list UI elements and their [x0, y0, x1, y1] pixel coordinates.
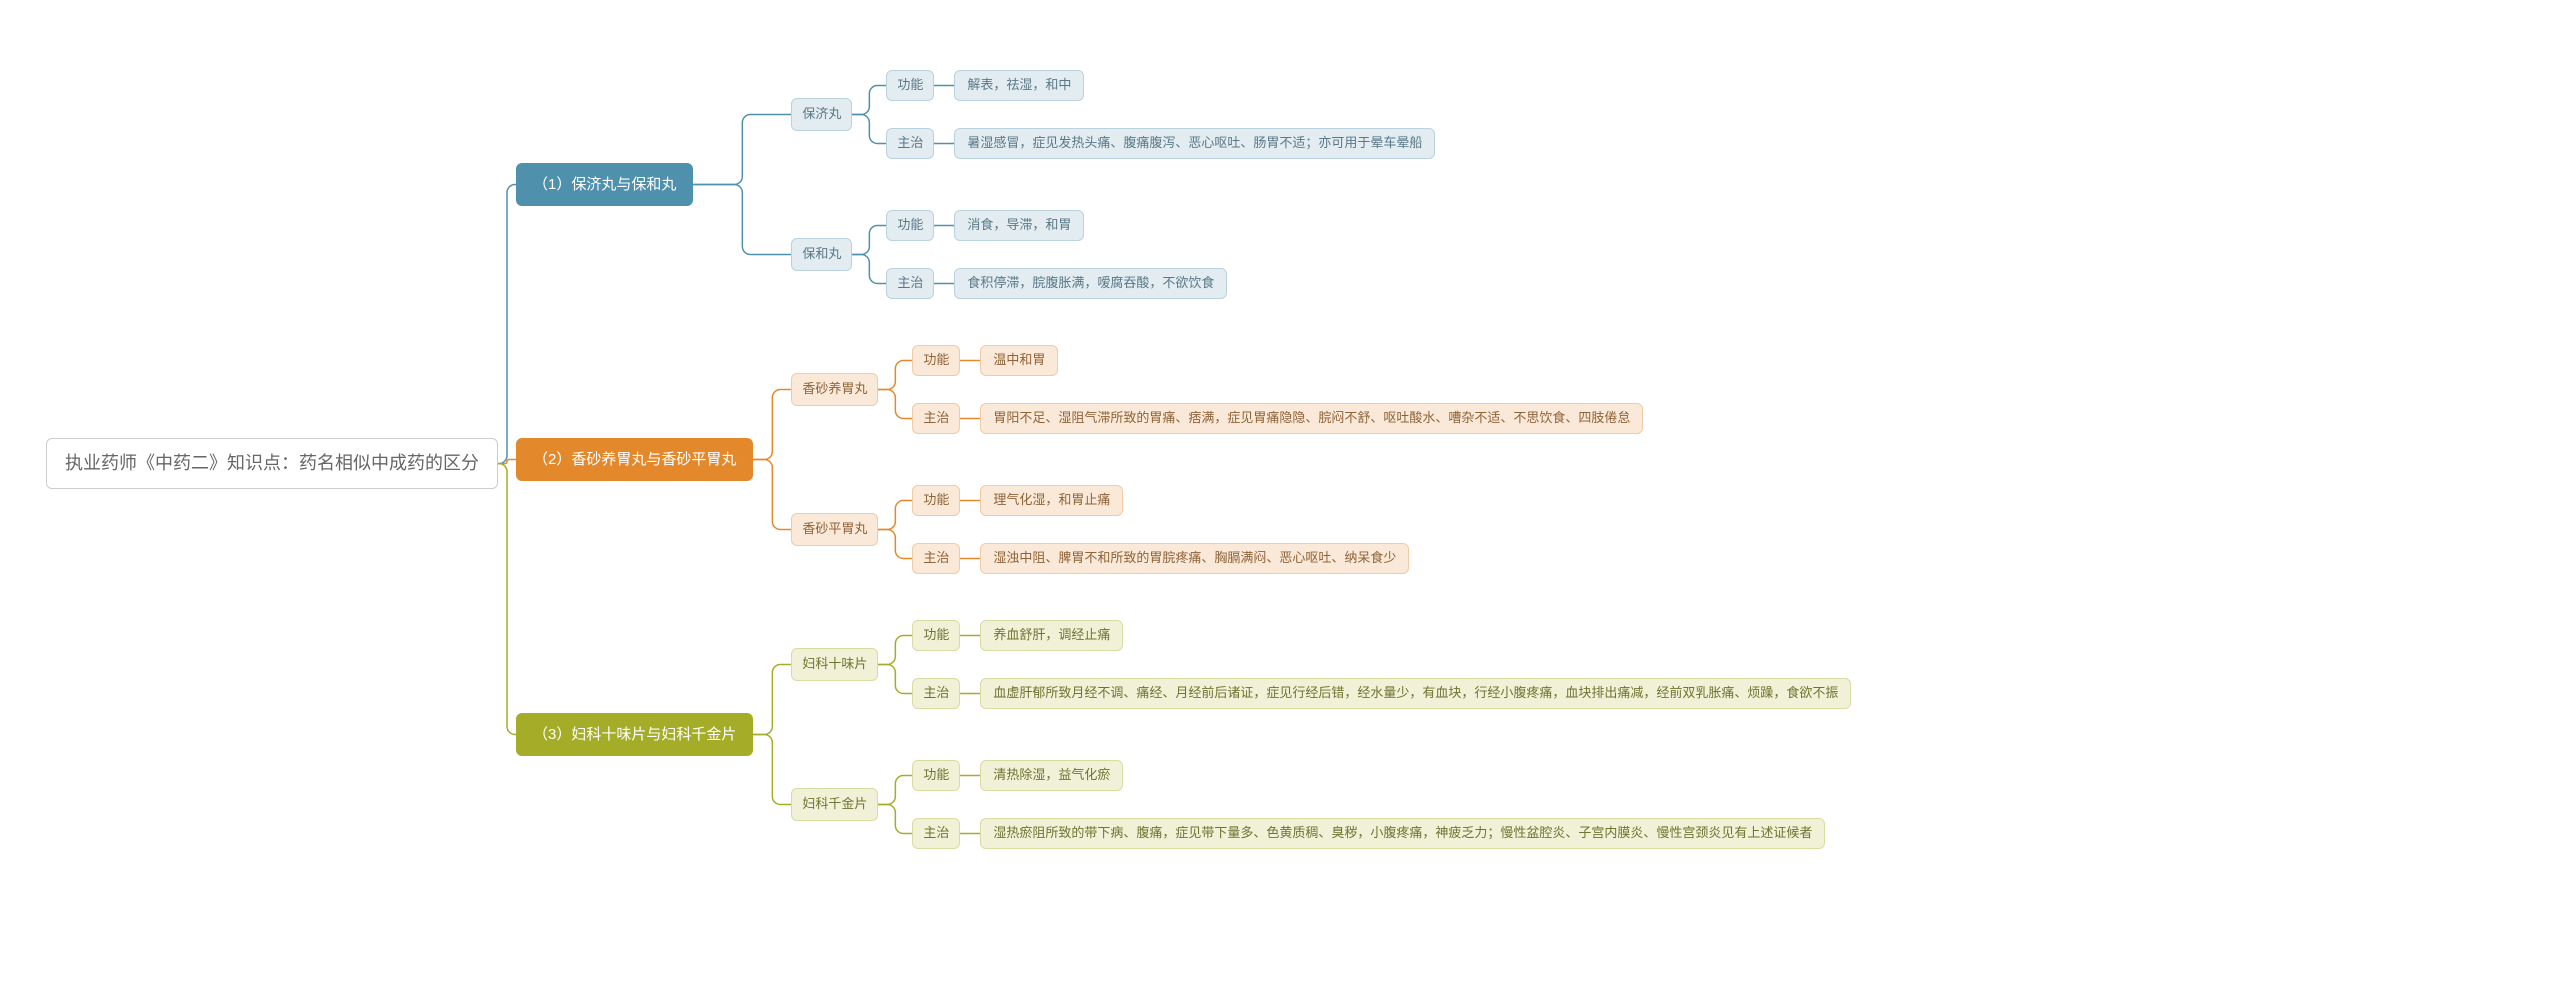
attr-key-g3-1-0: 功能 — [912, 760, 960, 790]
connector — [878, 636, 912, 665]
connector — [878, 776, 912, 805]
connector — [852, 86, 886, 115]
attr-key-g2-1-0: 功能 — [912, 485, 960, 515]
attr-val-g2-1-0: 理气化湿，和胃止痛 — [980, 485, 1123, 515]
attr-key-g1-1-0: 功能 — [886, 210, 934, 240]
connector — [852, 226, 886, 255]
attr-key-g2-0-1: 主治 — [912, 403, 960, 433]
connector — [852, 115, 886, 144]
connector — [693, 115, 791, 185]
connector — [498, 464, 516, 735]
attr-key-g1-0-0: 功能 — [886, 70, 934, 100]
attr-key-g3-1-1: 主治 — [912, 818, 960, 848]
branch-g1[interactable]: （1）保济丸与保和丸 — [516, 163, 693, 206]
attr-val-g2-0-0: 温中和胃 — [980, 345, 1058, 375]
attr-val-g2-1-1: 湿浊中阻、脾胃不和所致的胃脘疼痛、胸膈满闷、恶心呕吐、纳呆食少 — [980, 543, 1409, 573]
connector — [753, 460, 791, 530]
attr-key-g3-0-0: 功能 — [912, 620, 960, 650]
drug-g3-0[interactable]: 妇科十味片 — [791, 648, 878, 680]
connector — [878, 361, 912, 390]
connector — [753, 735, 791, 805]
attr-key-g2-1-1: 主治 — [912, 543, 960, 573]
attr-val-g1-0-0: 解表，祛湿，和中 — [954, 70, 1084, 100]
connector — [693, 185, 791, 255]
attr-val-g3-0-0: 养血舒肝，调经止痛 — [980, 620, 1123, 650]
attr-val-g1-1-0: 消食，导滞，和胃 — [954, 210, 1084, 240]
connector — [852, 255, 886, 284]
connector — [878, 530, 912, 559]
attr-val-g3-1-0: 清热除湿，益气化瘀 — [980, 760, 1123, 790]
connector — [498, 460, 516, 464]
connector — [878, 501, 912, 530]
connector — [878, 665, 912, 694]
connector — [878, 390, 912, 419]
attr-key-g2-0-0: 功能 — [912, 345, 960, 375]
drug-g3-1[interactable]: 妇科千金片 — [791, 788, 878, 820]
drug-g2-0[interactable]: 香砂养胃丸 — [791, 373, 878, 405]
attr-val-g1-1-1: 食积停滞，脘腹胀满，嗳腐吞酸，不欲饮食 — [954, 268, 1227, 298]
attr-val-g2-0-1: 胃阳不足、湿阻气滞所致的胃痛、痞满，症见胃痛隐隐、脘闷不舒、呕吐酸水、嘈杂不适、… — [980, 403, 1643, 433]
attr-key-g3-0-1: 主治 — [912, 678, 960, 708]
attr-key-g1-1-1: 主治 — [886, 268, 934, 298]
root-node[interactable]: 执业药师《中药二》知识点：药名相似中成药的区分 — [46, 438, 498, 489]
drug-g2-1[interactable]: 香砂平胃丸 — [791, 513, 878, 545]
connector — [753, 665, 791, 735]
drug-g1-0[interactable]: 保济丸 — [791, 98, 852, 130]
attr-val-g3-0-1: 血虚肝郁所致月经不调、痛经、月经前后诸证，症见行经后错，经水量少，有血块，行经小… — [980, 678, 1851, 708]
attr-val-g3-1-1: 湿热瘀阻所致的带下病、腹痛，症见带下量多、色黄质稠、臭秽，小腹疼痛，神疲乏力；慢… — [980, 818, 1825, 848]
connector — [498, 185, 516, 464]
attr-val-g1-0-1: 暑湿感冒，症见发热头痛、腹痛腹泻、恶心呕吐、肠胃不适；亦可用于晕车晕船 — [954, 128, 1435, 158]
drug-g1-1[interactable]: 保和丸 — [791, 238, 852, 270]
attr-key-g1-0-1: 主治 — [886, 128, 934, 158]
connector — [878, 805, 912, 834]
branch-g2[interactable]: （2）香砂养胃丸与香砂平胃丸 — [516, 438, 753, 481]
connector — [753, 390, 791, 460]
branch-g3[interactable]: （3）妇科十味片与妇科千金片 — [516, 713, 753, 756]
